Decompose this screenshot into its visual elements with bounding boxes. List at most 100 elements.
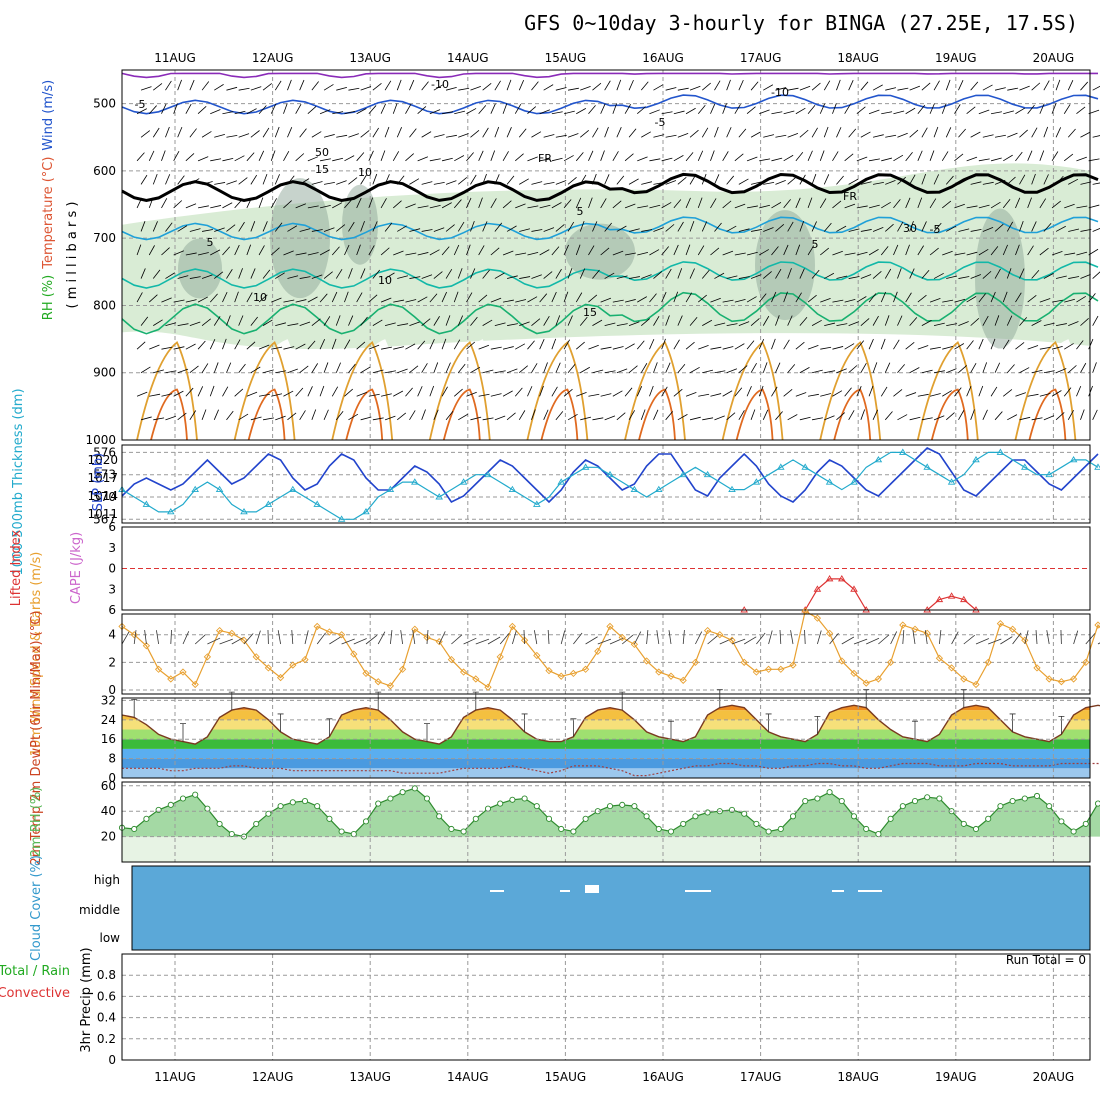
wind-barb [750,229,762,232]
wind-barb [335,315,341,326]
wind-barb [848,365,858,374]
wind-barb [161,247,170,256]
rh-marker [667,828,675,835]
wind-barb [982,181,994,185]
surface-wind-barb [988,638,1002,645]
wind-barb [368,294,378,303]
wind-barb [746,156,758,162]
warm-isotherm [916,341,979,441]
thickness-marker [337,515,346,522]
wind-barb [604,322,616,327]
wind-barb [238,87,250,91]
wind-speed-marker [911,625,919,633]
wind-barb [966,106,976,115]
hot-isotherm [930,388,969,441]
surface-wind-barb [329,636,342,645]
wind-barb [397,323,409,327]
wind-barb [555,362,561,373]
wind-barb [612,151,619,162]
wind-barb [417,340,426,350]
rh-marker [887,815,894,822]
warm-isotherm [233,341,296,441]
wind-barb [539,338,545,350]
wind-barb [307,386,313,397]
slp-ylabel: SLP (mb) [91,453,106,512]
surface-wind-barb [924,630,928,645]
thickness-marker [264,500,273,507]
wind-barb [222,338,227,350]
wind-barb [759,204,771,209]
isotherm-label: 5 [812,238,819,251]
rh-high-patch [342,184,378,265]
wind-barb [640,409,646,420]
wind-barb [551,386,558,397]
wind-barb [637,296,648,303]
wind-barb [958,410,965,421]
wind-barb [762,409,769,420]
wind-barb [954,252,966,256]
wind-barb [213,362,219,373]
isotherm-label: 10 [253,291,267,304]
wind-barb [942,250,953,256]
wind-barb [1043,222,1052,232]
wind-barb [539,249,550,256]
wind-barb [173,390,184,397]
wind-barb [502,151,509,162]
wind-barb [702,369,714,374]
wind-barb [360,316,368,326]
wind-barb [1015,197,1021,209]
wind-barb [396,79,402,91]
wind-barb [576,391,587,397]
wind-barb [506,368,518,374]
hot-isotherm [540,388,579,441]
wind-barb [893,154,904,162]
wind-speed-marker [1057,678,1066,686]
wind-barb [714,370,726,374]
wind-barb [360,130,370,138]
wind-barb [311,81,319,91]
wind-barb [624,104,631,114]
li-tick-label: 0 [108,562,116,576]
wind-barb [393,346,405,350]
wind-barb [966,386,972,397]
wind-barb [624,252,636,256]
wind-barb [213,409,219,420]
wind-barb [762,315,770,326]
wind-barb [580,416,592,421]
wind-speed-marker [240,636,248,644]
wind-barb [323,182,335,185]
wind-barb [722,200,732,209]
wind-barb [356,152,365,162]
wind-barb [197,296,208,303]
wind-barb [441,291,447,303]
wind-barb [490,297,502,303]
wind-barb [502,250,514,256]
wind-barb [701,221,708,232]
wind-barb [506,225,517,232]
wind-barb [258,393,270,397]
wind-barb [539,109,551,115]
wind-barb [1027,197,1032,209]
slp-line [121,447,1099,504]
dry-lobe [232,339,308,440]
wind-barb [372,269,381,279]
wind-barb [1055,275,1067,279]
wind-barb [1039,346,1051,350]
wind-barb [1080,81,1089,91]
wind-barb [331,291,338,303]
wind-barb [494,415,506,421]
wind-barb [307,252,319,256]
wind-barb [490,346,502,350]
wind-barb [661,157,673,162]
wind-barb [758,293,767,303]
wind-barb [372,83,382,91]
wind-barb [958,365,967,374]
rh-marker [619,801,626,808]
wind-barb [702,319,713,326]
wind-barb [409,276,421,279]
thickness-marker [386,485,395,493]
wind-barb [848,410,855,421]
wind-barb [490,247,500,256]
wind-barb [323,362,329,373]
